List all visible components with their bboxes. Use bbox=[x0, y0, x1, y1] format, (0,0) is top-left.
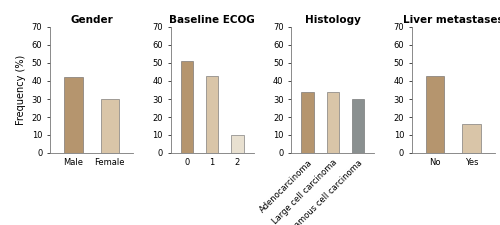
Bar bbox=[64, 77, 82, 153]
Title: Baseline ECOG: Baseline ECOG bbox=[170, 15, 255, 25]
Bar bbox=[462, 124, 480, 153]
Bar bbox=[326, 92, 339, 153]
Bar bbox=[206, 76, 218, 153]
Bar bbox=[302, 92, 314, 153]
Bar bbox=[352, 99, 364, 153]
Bar bbox=[231, 135, 243, 153]
Bar bbox=[100, 99, 118, 153]
Title: Liver metastases: Liver metastases bbox=[403, 15, 500, 25]
Bar bbox=[180, 61, 194, 153]
Title: Histology: Histology bbox=[305, 15, 360, 25]
Title: Gender: Gender bbox=[70, 15, 113, 25]
Y-axis label: Frequency (%): Frequency (%) bbox=[16, 55, 26, 125]
Bar bbox=[426, 76, 444, 153]
